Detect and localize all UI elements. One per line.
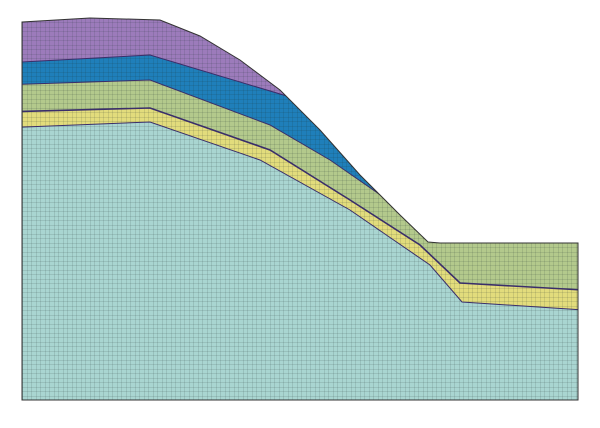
boundary — [22, 107, 578, 292]
boundary — [22, 121, 578, 312]
boundary — [22, 79, 396, 206]
domain-outline — [21, 17, 579, 401]
layer-boundaries — [22, 54, 578, 312]
